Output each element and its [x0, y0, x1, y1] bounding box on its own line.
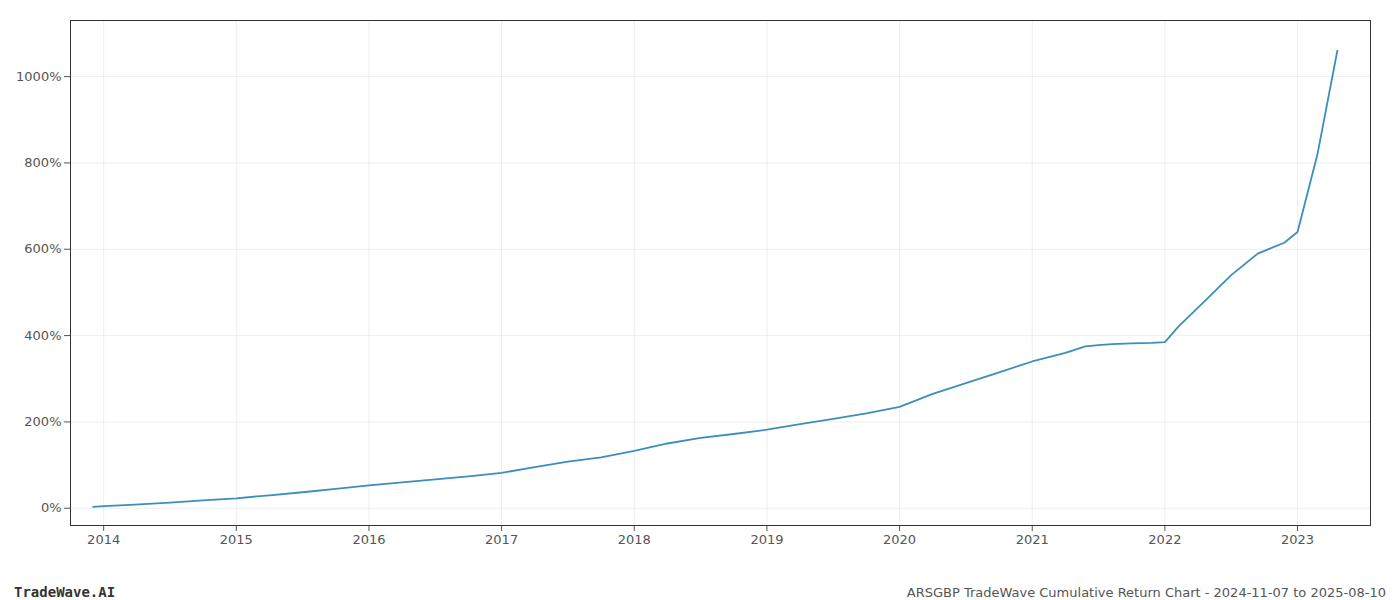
svg-text:2015: 2015: [220, 532, 253, 547]
svg-text:600%: 600%: [24, 241, 61, 256]
html-text:TradeWave.AI: TradeWave.AI: [14, 584, 116, 600]
svg-text:800%: 800%: [24, 155, 61, 170]
html-text:ARSGBP TradeWave Cumulative Re: ARSGBP TradeWave Cumulative Return Chart…: [906, 585, 1386, 600]
svg-text:2021: 2021: [1016, 532, 1049, 547]
svg-text:2017: 2017: [485, 532, 518, 547]
svg-text:400%: 400%: [24, 328, 61, 343]
svg-text:200%: 200%: [24, 414, 61, 429]
svg-text:2020: 2020: [883, 532, 916, 547]
svg-text:2014: 2014: [87, 532, 120, 547]
svg-text:2023: 2023: [1281, 532, 1314, 547]
svg-text:2018: 2018: [618, 532, 651, 547]
svg-text:1000%: 1000%: [16, 69, 61, 84]
svg-text:0%: 0%: [41, 500, 62, 515]
svg-text:2019: 2019: [750, 532, 783, 547]
svg-text:2016: 2016: [352, 532, 385, 547]
svg-text:2022: 2022: [1148, 532, 1181, 547]
